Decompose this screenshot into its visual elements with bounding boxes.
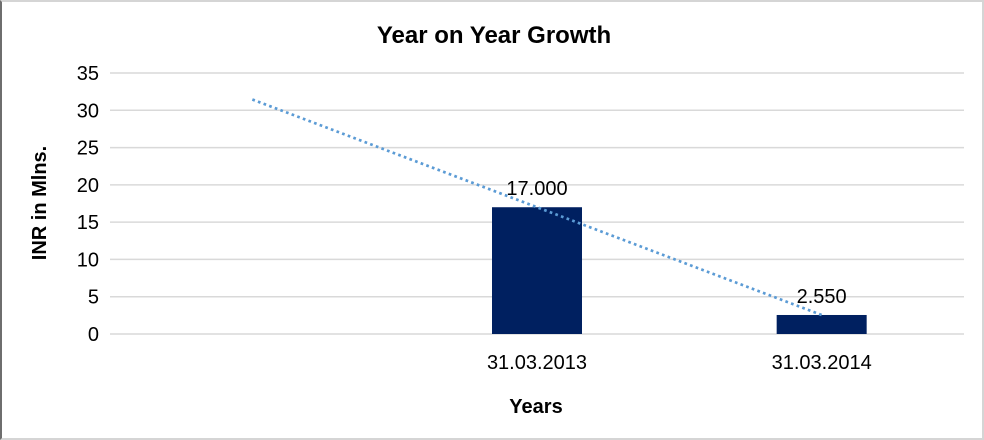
bar-31.03.2013 (492, 207, 582, 334)
bar-value-label: 2.550 (797, 286, 847, 308)
y-tick-label: 10 (77, 249, 99, 271)
y-tick-label: 20 (77, 175, 99, 197)
bar-series (492, 207, 867, 334)
y-tick-label: 25 (77, 138, 99, 160)
data-labels: 17.000 2.550 (506, 178, 846, 308)
y-tick-label: 15 (77, 212, 99, 234)
x-tick-label: 31.03.2014 (772, 352, 872, 374)
x-tick-label: 31.03.2013 (487, 352, 587, 374)
chart-title: Year on Year Growth (377, 22, 611, 49)
x-axis-title: Years (509, 396, 562, 418)
bar-31.03.2014 (776, 314, 867, 334)
bar-value-label: 17.000 (506, 178, 567, 200)
y-tick-label: 0 (88, 324, 99, 346)
x-axis-tick-labels: 31.03.2013 31.03.2014 (487, 352, 872, 374)
y-tick-label: 35 (77, 63, 99, 85)
y-tick-label: 30 (77, 100, 99, 122)
y-axis-title: INR in Mlns. (29, 146, 51, 260)
y-axis-tick-labels: 0 5 10 15 20 25 30 35 (77, 63, 99, 346)
y-tick-label: 5 (88, 287, 99, 309)
